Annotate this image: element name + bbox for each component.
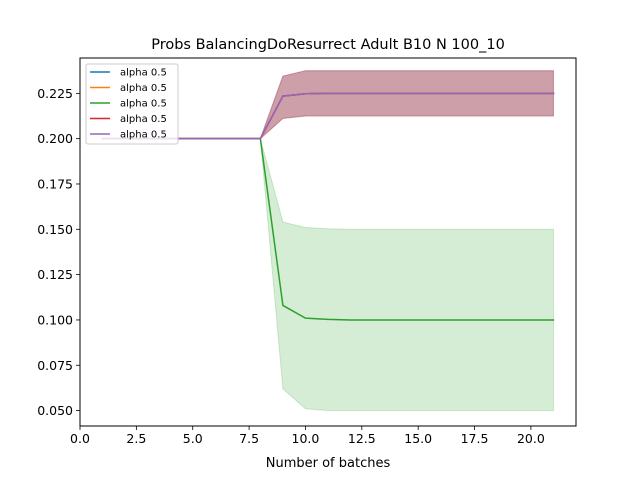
chart-title: Probs BalancingDoResurrect Adult B10 N 1… xyxy=(151,37,505,53)
x-tick-label: 2.5 xyxy=(126,431,146,446)
x-tick-label: 5.0 xyxy=(183,431,203,446)
legend-label-4: alpha 0.5 xyxy=(120,114,167,125)
legend-label-5: alpha 0.5 xyxy=(120,130,167,141)
x-tick-label: 10.0 xyxy=(292,431,320,446)
x-tick-label: 17.5 xyxy=(461,431,489,446)
x-tick-label: 20.0 xyxy=(517,431,545,446)
legend: alpha 0.5 alpha 0.5 alpha 0.5 alpha 0.5 alph… xyxy=(86,64,178,144)
y-tick-label: 0.150 xyxy=(37,222,73,237)
x-axis-label: Number of batches xyxy=(266,456,391,471)
y-tick-label: 0.175 xyxy=(37,176,73,191)
y-tick-label: 0.225 xyxy=(37,86,73,101)
x-tick-label: 12.5 xyxy=(348,431,376,446)
y-tick-label: 0.200 xyxy=(37,131,73,146)
legend-label-1: alpha 0.5 xyxy=(120,68,167,79)
x-tick-label: 7.5 xyxy=(239,431,259,446)
y-tick-label: 0.075 xyxy=(37,358,73,373)
y-tick-label: 0.050 xyxy=(37,403,73,418)
legend-label-2: alpha 0.5 xyxy=(120,83,167,94)
y-tick-label: 0.100 xyxy=(37,312,73,327)
x-tick-label: 15.0 xyxy=(404,431,432,446)
x-tick-label: 0.0 xyxy=(70,431,90,446)
y-tick-label: 0.125 xyxy=(37,267,73,282)
legend-label-3: alpha 0.5 xyxy=(120,99,167,110)
